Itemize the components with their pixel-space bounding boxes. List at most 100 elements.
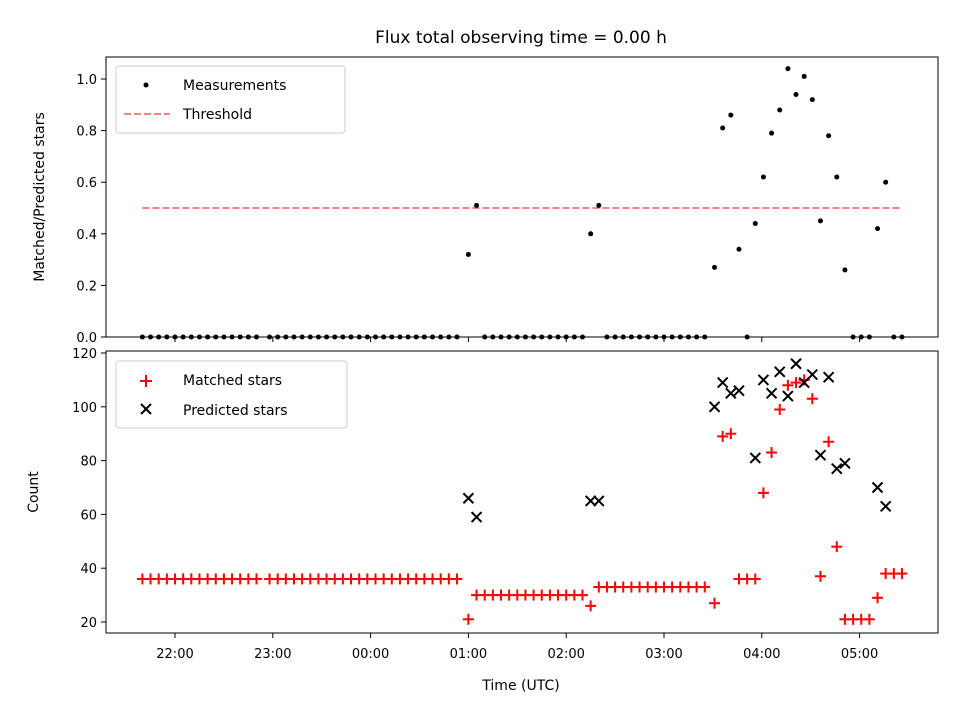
bottom-plot-legend: Matched stars Predicted stars [115, 360, 348, 429]
top-plot-y-axis-label: Matched/Predicted stars [32, 112, 48, 282]
measurement-point [817, 218, 823, 224]
measurement-point [180, 334, 186, 340]
measurement-point [465, 251, 471, 257]
measurement-point [372, 334, 378, 340]
top-y-tick-label: 0.8 [76, 125, 97, 140]
bottom-y-tick-label: 80 [80, 455, 97, 470]
top-plot-frame [105, 56, 939, 338]
top-plot-legend: Measurements Threshold [115, 65, 346, 134]
top-y-tick-label: 0.4 [76, 228, 97, 243]
measurement-point [291, 334, 297, 340]
bottom-plot-y-axis-label: Count [26, 471, 42, 513]
top-plot-y-ticks: 0.0 0.2 0.4 0.6 0.8 1.0 [76, 73, 106, 346]
measurement-point [267, 334, 273, 340]
measurement-point [628, 334, 634, 340]
measurement-point [883, 179, 889, 185]
measurement-point [834, 174, 840, 180]
measurement-point [498, 334, 504, 340]
matched-star-point [577, 589, 588, 601]
measurement-point [172, 334, 178, 340]
measurement-point [685, 334, 691, 340]
bottom-plot-panel: Count Time (UTC) 20 40 60 80 100 120 22:00 23:… [26, 347, 939, 694]
measurement-point [438, 334, 444, 340]
measurement-point [446, 334, 452, 340]
top-plot-panel: Matched/Predicted stars 0.0 0.2 0.4 0.6 0.8 1… [32, 56, 939, 346]
matched-star-point [766, 447, 778, 459]
legend-measurements-marker [143, 82, 149, 88]
measurement-point [555, 334, 561, 340]
predicted-star-point [774, 366, 786, 378]
x-tick-label: 23:00 [254, 647, 291, 662]
top-y-tick-label: 1.0 [76, 73, 97, 88]
measurement-point [421, 334, 427, 340]
predicted-star-point [716, 376, 729, 389]
measurement-point [842, 267, 848, 273]
predicted-star-point [470, 511, 483, 523]
matched-star-point [790, 377, 802, 389]
measurement-point [490, 334, 496, 340]
measurement-point [785, 66, 791, 72]
matched-star-point [451, 573, 463, 585]
measurement-point [348, 334, 354, 340]
measurement-points [139, 66, 905, 340]
measurement-point [283, 334, 289, 340]
measurement-point [340, 334, 346, 340]
measurement-point [245, 334, 251, 340]
matched-star-point [823, 436, 835, 448]
legend-threshold-label: Threshold [182, 107, 252, 123]
predicted-star-point [733, 384, 745, 397]
measurement-point [891, 334, 897, 340]
measurement-point [677, 334, 683, 340]
measurement-point [148, 334, 154, 340]
x-axis-label: Time (UTC) [481, 678, 559, 694]
measurement-point [653, 334, 659, 340]
measurement-point [850, 334, 856, 340]
matched-star-point [725, 428, 737, 440]
matched-star-point [806, 393, 818, 405]
top-plot-title: Flux total observing time = 0.00 h [375, 28, 667, 48]
measurement-point [164, 334, 170, 340]
bottom-y-tick-label: 100 [72, 401, 97, 416]
measurement-point [188, 334, 194, 340]
measurement-point [580, 334, 585, 340]
bottom-plot-frame [105, 350, 939, 634]
legend-predicted-marker [140, 403, 152, 415]
measurement-point [809, 97, 815, 103]
measurement-point [205, 334, 211, 340]
bottom-y-tick-label: 60 [80, 508, 97, 523]
predicted-star-point [725, 387, 737, 400]
measurement-point [793, 91, 799, 97]
measurement-point [275, 334, 281, 340]
measurement-point [858, 334, 864, 340]
measurement-point [539, 334, 545, 340]
x-tick-label: 03:00 [645, 647, 682, 662]
matched-star-point [863, 613, 875, 625]
predicted-star-point [831, 462, 843, 475]
predicted-star-point [462, 492, 475, 504]
legend-matched-marker [140, 375, 152, 387]
predicted-star-point [708, 401, 721, 413]
measurement-point [139, 334, 145, 340]
count-points [136, 358, 908, 625]
matched-star-point [782, 379, 794, 391]
x-tick-label: 00:00 [352, 647, 389, 662]
measurement-point [720, 125, 726, 131]
predicted-star-point [782, 390, 794, 402]
matched-star-point [872, 592, 884, 604]
measurement-point [474, 202, 480, 208]
measurement-point [213, 334, 219, 340]
matched-star-point [831, 541, 843, 553]
measurement-point [229, 334, 235, 340]
legend-measurements-label: Measurements [183, 78, 286, 94]
measurement-point [728, 112, 734, 118]
matched-star-point [757, 487, 769, 499]
predicted-star-point [593, 495, 605, 507]
measurement-point [694, 334, 700, 340]
measurement-point [752, 220, 758, 226]
matched-star-point [585, 600, 597, 612]
measurement-point [563, 334, 569, 340]
measurement-point [332, 334, 338, 340]
matched-star-point [774, 403, 786, 415]
predicted-star-point [814, 449, 827, 461]
measurement-point [604, 334, 610, 340]
